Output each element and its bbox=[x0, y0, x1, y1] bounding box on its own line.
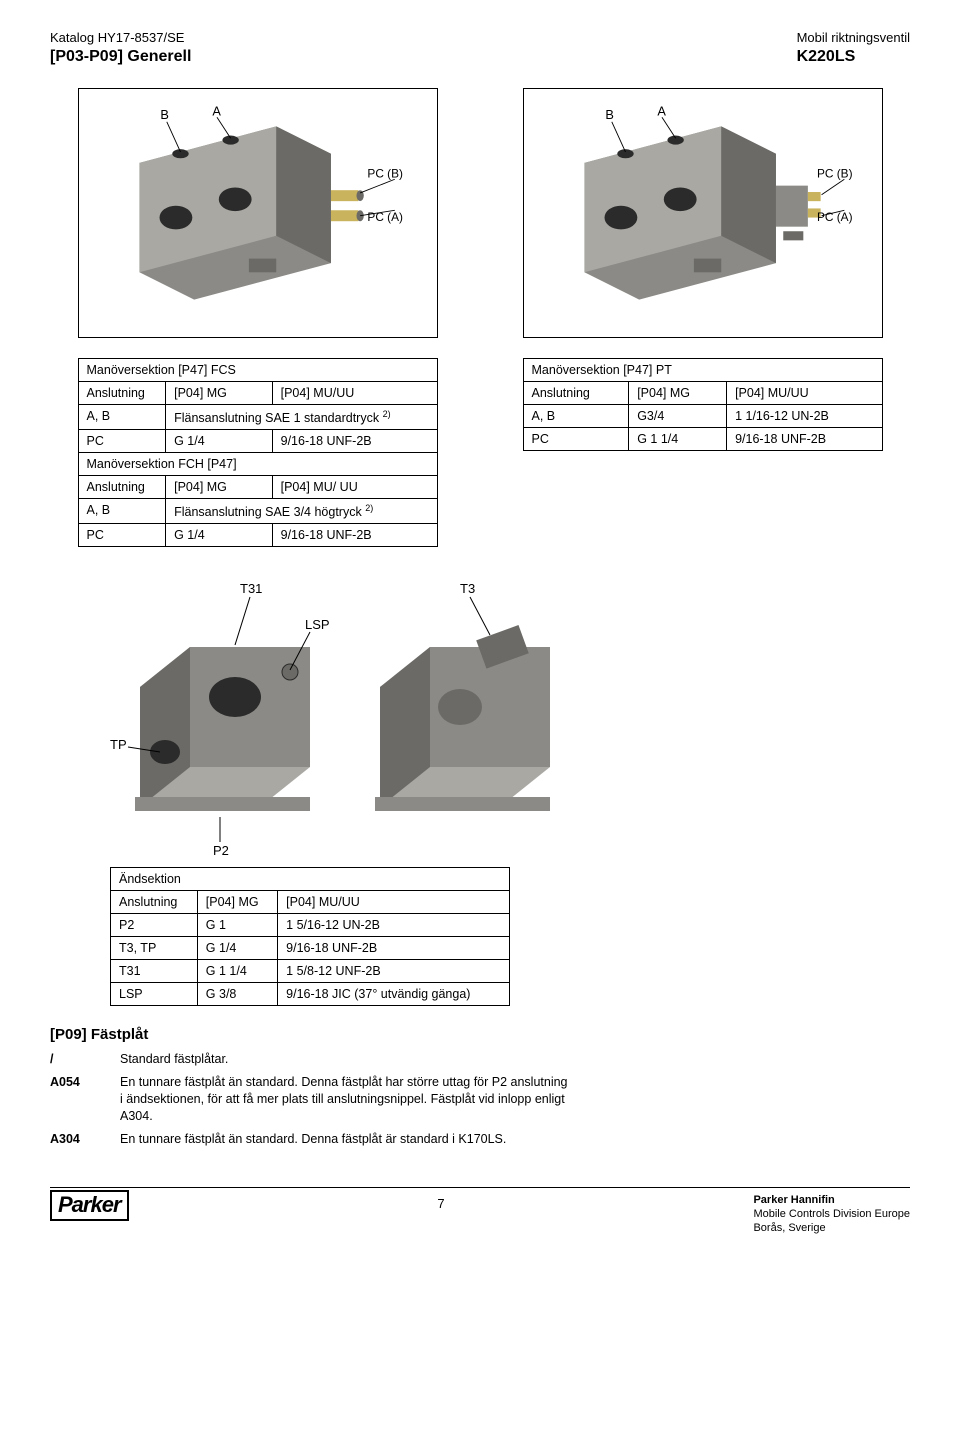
header-left: Katalog HY17-8537/SE [P03-P09] Generell bbox=[50, 30, 191, 68]
page-footer: Parker 7 Parker Hannifin Mobile Controls… bbox=[50, 1187, 910, 1235]
fcs-r0c0: A, B bbox=[78, 404, 166, 429]
pt-h0: Anslutning bbox=[523, 381, 629, 404]
label-PCB: PC (B) bbox=[817, 166, 853, 180]
label-B: B bbox=[605, 107, 614, 122]
label-T31: T31 bbox=[240, 581, 262, 596]
pt-r1c1: G 1 1/4 bbox=[629, 427, 727, 450]
label-A: A bbox=[212, 103, 221, 118]
pt-h2: [P04] MU/UU bbox=[727, 381, 882, 404]
fcs-title: Manöversektion [P47] FCS bbox=[78, 358, 437, 381]
fcs-r1c2: 9/16-18 UNF-2B bbox=[272, 429, 437, 452]
endsection-svg: T31 T3 LSP TP P2 bbox=[110, 577, 610, 857]
footer-location: Borås, Sverige bbox=[753, 1222, 910, 1236]
label-B: B bbox=[160, 107, 169, 122]
left-column: B A PC (B) PC (A) Manöversektion [P47] F… bbox=[50, 88, 465, 547]
pt-r0c2: 1 1/16-12 UN-2B bbox=[727, 404, 882, 427]
right-column: B A PC (B) PC (A) Manöversektion [P47] P… bbox=[495, 88, 910, 547]
footer-division: Mobile Controls Division Europe bbox=[753, 1208, 910, 1222]
valve-left-svg: B A PC (B) PC (A) bbox=[89, 99, 427, 327]
pt-r1c2: 9/16-18 UNF-2B bbox=[727, 427, 882, 450]
fcs-r1c0: PC bbox=[78, 429, 166, 452]
end-r2c1: G 1 1/4 bbox=[197, 960, 277, 983]
table-fcs-fch: Manöversektion [P47] FCS Anslutning [P04… bbox=[78, 358, 438, 547]
fp-code-0: / bbox=[50, 1051, 110, 1068]
valve-right-svg: B A PC (B) PC (A) bbox=[534, 99, 872, 327]
end-h0: Anslutning bbox=[111, 891, 198, 914]
fcs-r1c1: G 1/4 bbox=[166, 429, 273, 452]
valve-figures-row: B A PC (B) PC (A) Manöversektion [P47] F… bbox=[50, 88, 910, 547]
product-line: Mobil riktningsventil bbox=[797, 30, 910, 47]
label-TP: TP bbox=[110, 737, 127, 752]
section-code: [P03-P09] Generell bbox=[50, 47, 191, 68]
fch-r0c0: A, B bbox=[78, 498, 166, 523]
end-r2c2: 1 5/8-12 UNF-2B bbox=[278, 960, 510, 983]
valve-figure-left: B A PC (B) PC (A) bbox=[78, 88, 438, 338]
fcs-h2: [P04] MU/UU bbox=[272, 381, 437, 404]
fcs-h1: [P04] MG bbox=[166, 381, 273, 404]
end-r3c2: 9/16-18 JIC (37° utvändig gänga) bbox=[278, 983, 510, 1006]
label-T3: T3 bbox=[460, 581, 475, 596]
fch-h2: [P04] MU/ UU bbox=[272, 475, 437, 498]
fch-r0c1: Flänsanslutning SAE 3/4 högtryck 2) bbox=[166, 498, 437, 523]
fastplat-list: / Standard fästplåtar. A054 En tunnare f… bbox=[50, 1051, 570, 1147]
fp-code-2: A304 bbox=[50, 1131, 110, 1148]
label-PCA: PC (A) bbox=[817, 210, 853, 224]
fch-r1c2: 9/16-18 UNF-2B bbox=[272, 524, 437, 547]
end-r3c0: LSP bbox=[111, 983, 198, 1006]
end-r1c0: T3, TP bbox=[111, 937, 198, 960]
fch-h0: Anslutning bbox=[78, 475, 166, 498]
pt-h1: [P04] MG bbox=[629, 381, 727, 404]
fcs-r0c1: Flänsanslutning SAE 1 standardtryck 2) bbox=[166, 404, 437, 429]
fp-code-1: A054 bbox=[50, 1074, 110, 1125]
fp-text-0: Standard fästplåtar. bbox=[120, 1051, 570, 1068]
footer-company-name: Parker Hannifin bbox=[753, 1194, 910, 1208]
valve-figure-right: B A PC (B) PC (A) bbox=[523, 88, 883, 338]
fastplat-heading: [P09] Fästplåt bbox=[50, 1026, 910, 1043]
end-r0c0: P2 bbox=[111, 914, 198, 937]
pt-r1c0: PC bbox=[523, 427, 629, 450]
footer-company: Parker Hannifin Mobile Controls Division… bbox=[753, 1194, 910, 1235]
endsection-figures: T31 T3 LSP TP P2 bbox=[110, 577, 610, 857]
parker-logo: Parker bbox=[50, 1190, 129, 1221]
end-r2c0: T31 bbox=[111, 960, 198, 983]
fch-title: Manöversektion FCH [P47] bbox=[78, 452, 437, 475]
fp-text-2: En tunnare fästplåt än standard. Denna f… bbox=[120, 1131, 570, 1148]
end-r3c1: G 3/8 bbox=[197, 983, 277, 1006]
end-r0c1: G 1 bbox=[197, 914, 277, 937]
fch-r1c0: PC bbox=[78, 524, 166, 547]
pt-title: Manöversektion [P47] PT bbox=[523, 358, 882, 381]
fch-r1c1: G 1/4 bbox=[166, 524, 273, 547]
page-number: 7 bbox=[437, 1196, 444, 1211]
pt-r0c1: G3/4 bbox=[629, 404, 727, 427]
end-r0c2: 1 5/16-12 UN-2B bbox=[278, 914, 510, 937]
model: K220LS bbox=[797, 47, 910, 68]
end-h2: [P04] MU/UU bbox=[278, 891, 510, 914]
end-title: Ändsektion bbox=[111, 868, 510, 891]
label-PCA: PC (A) bbox=[367, 210, 403, 224]
pt-r0c0: A, B bbox=[523, 404, 629, 427]
catalog-code: Katalog HY17-8537/SE bbox=[50, 30, 191, 47]
end-h1: [P04] MG bbox=[197, 891, 277, 914]
table-endsection: Ändsektion Anslutning [P04] MG [P04] MU/… bbox=[110, 867, 510, 1006]
table-pt: Manöversektion [P47] PT Anslutning [P04]… bbox=[523, 358, 883, 451]
label-P2: P2 bbox=[213, 843, 229, 857]
label-PCB: PC (B) bbox=[367, 166, 403, 180]
label-LSP: LSP bbox=[305, 617, 330, 632]
label-A: A bbox=[657, 103, 666, 118]
fcs-h0: Anslutning bbox=[78, 381, 166, 404]
fch-h1: [P04] MG bbox=[166, 475, 273, 498]
page-header: Katalog HY17-8537/SE [P03-P09] Generell … bbox=[50, 30, 910, 68]
fp-text-1: En tunnare fästplåt än standard. Denna f… bbox=[120, 1074, 570, 1125]
end-r1c1: G 1/4 bbox=[197, 937, 277, 960]
header-right: Mobil riktningsventil K220LS bbox=[797, 30, 910, 68]
end-r1c2: 9/16-18 UNF-2B bbox=[278, 937, 510, 960]
